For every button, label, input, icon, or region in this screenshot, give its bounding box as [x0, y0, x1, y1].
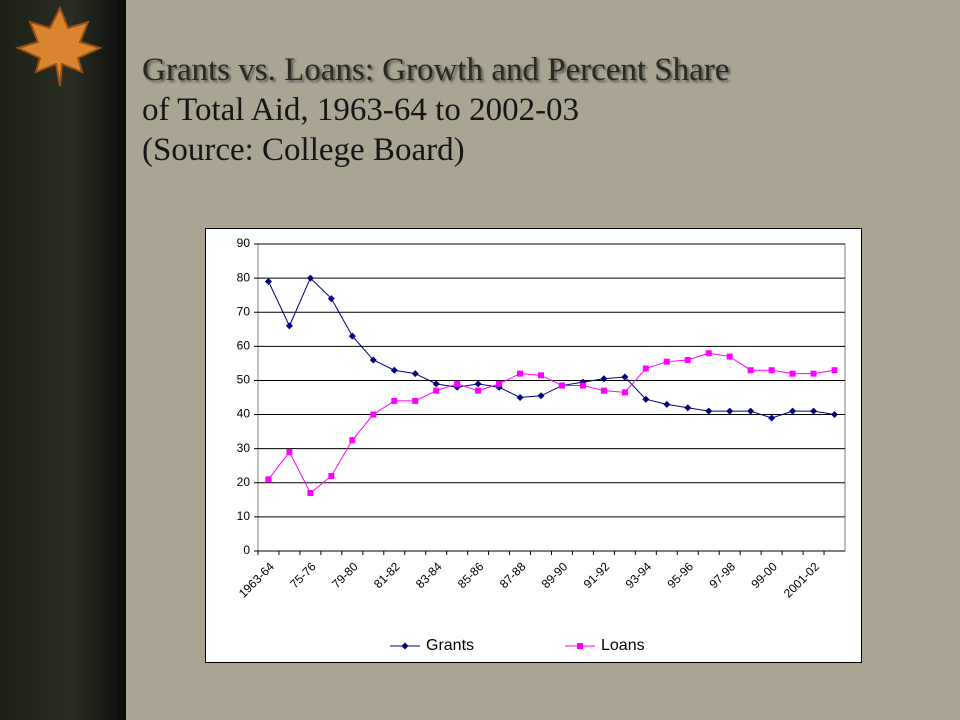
- point: [684, 404, 692, 412]
- slide-title: Grants vs. Loans: Growth and Percent Sha…: [142, 50, 729, 170]
- y-tick-label: 20: [237, 475, 251, 489]
- legend-label: Loans: [601, 637, 645, 654]
- point: [432, 380, 440, 388]
- series-line: [268, 352, 835, 494]
- point: [391, 397, 398, 404]
- point: [663, 400, 671, 408]
- point: [401, 642, 409, 650]
- point: [306, 274, 314, 282]
- point: [474, 380, 482, 388]
- point: [600, 387, 607, 394]
- y-tick-label: 10: [237, 509, 251, 523]
- point: [496, 380, 503, 387]
- point: [307, 490, 314, 497]
- point: [558, 382, 565, 389]
- point: [412, 397, 419, 404]
- point: [369, 356, 377, 364]
- point: [579, 382, 586, 389]
- point: [285, 322, 293, 330]
- y-tick-label: 50: [237, 373, 251, 387]
- point: [433, 387, 440, 394]
- y-tick-label: 30: [237, 441, 251, 455]
- point: [517, 370, 524, 377]
- point: [831, 411, 839, 419]
- point: [370, 411, 377, 418]
- point: [621, 373, 629, 381]
- plot-area: [257, 243, 846, 552]
- point: [600, 375, 608, 383]
- legend-label: Grants: [426, 637, 474, 654]
- y-tick-label: 70: [237, 304, 251, 318]
- y-tick-label: 0: [243, 543, 250, 557]
- point: [810, 370, 817, 377]
- point: [349, 437, 356, 444]
- point: [663, 358, 670, 365]
- point: [538, 372, 545, 379]
- point: [621, 389, 628, 396]
- point: [475, 387, 482, 394]
- title-line: of Total Aid, 1963-64 to 2002-03: [142, 92, 580, 128]
- point: [768, 414, 776, 422]
- point: [831, 367, 838, 374]
- point: [577, 643, 583, 649]
- point: [726, 407, 734, 415]
- point: [726, 353, 733, 360]
- point: [454, 380, 461, 387]
- point: [747, 367, 754, 374]
- point: [537, 392, 545, 400]
- point: [264, 278, 272, 286]
- y-tick-label: 40: [237, 407, 251, 421]
- series-line: [268, 277, 835, 419]
- point: [642, 365, 649, 372]
- point: [705, 350, 712, 357]
- point: [705, 407, 713, 415]
- title-line: Grants vs. Loans: Growth and Percent Sha…: [142, 52, 730, 88]
- title-line: (Source: College Board): [142, 132, 465, 168]
- point: [684, 356, 691, 363]
- left-bar: [0, 0, 118, 720]
- point: [348, 332, 356, 340]
- point: [327, 295, 335, 303]
- point: [789, 370, 796, 377]
- point: [747, 407, 755, 415]
- point: [810, 407, 818, 415]
- point: [390, 366, 398, 374]
- point: [411, 370, 419, 378]
- point: [768, 367, 775, 374]
- y-tick-label: 60: [237, 339, 251, 353]
- leaf-icon: [15, 5, 103, 87]
- point: [516, 394, 524, 401]
- y-tick-label: 80: [237, 270, 251, 284]
- y-tick-label: 90: [237, 236, 251, 250]
- point: [642, 395, 650, 403]
- point: [328, 472, 335, 479]
- point: [789, 407, 797, 415]
- point: [286, 449, 293, 456]
- point: [265, 476, 272, 483]
- edge-bar: [118, 0, 126, 720]
